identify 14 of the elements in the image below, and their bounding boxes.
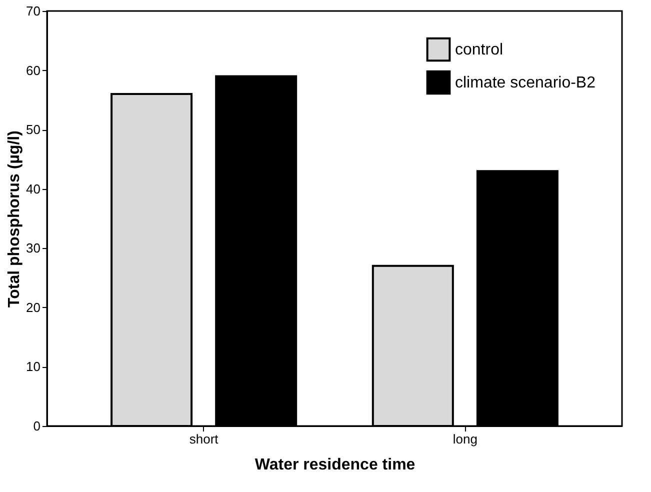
y-tick-label: 50 [26,122,40,138]
x-tick-label: short [189,432,219,446]
y-tick-label: 0 [33,418,40,434]
legend-label: control [455,42,504,58]
y-tick-label: 60 [26,62,40,78]
y-tick-label: 10 [26,359,40,374]
legend-label: climate scenario-B2 [455,74,596,92]
y-tick-label: 30 [26,240,40,256]
x-axis-title: Water residence time [254,456,416,474]
y-tick-label: 20 [26,300,40,315]
y-tick-label: 40 [26,181,40,196]
x-tick-label: long [452,432,478,446]
y-tick-label: 70 [26,4,40,18]
y-axis-title: Total phosphorus (µg/l) [6,130,24,308]
